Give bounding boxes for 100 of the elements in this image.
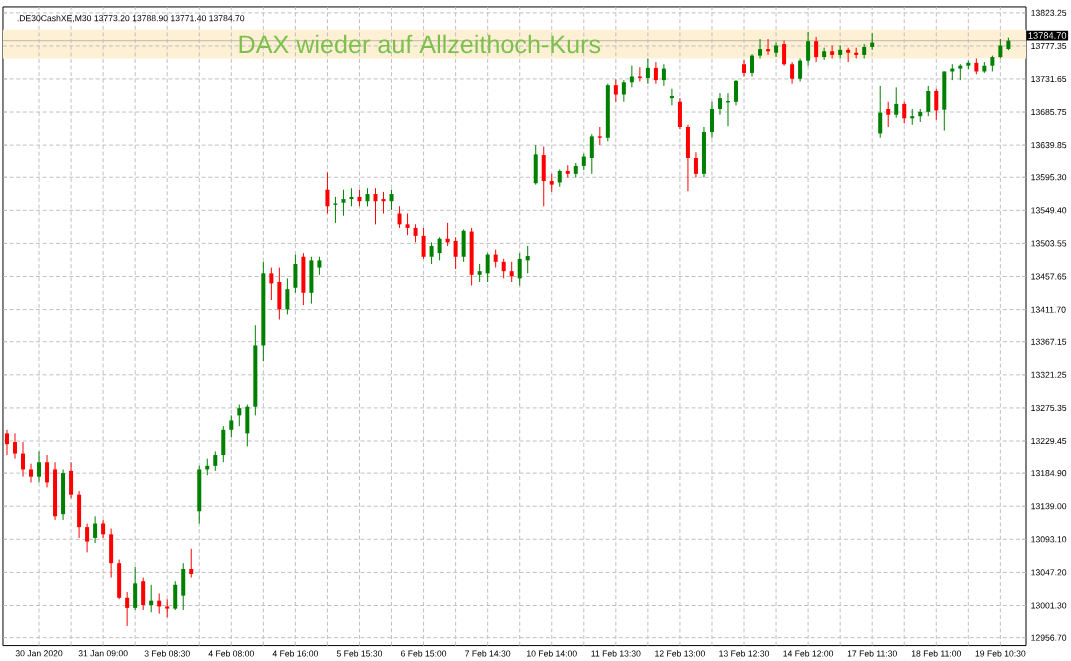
candlestick — [429, 241, 434, 265]
y-tick-label: 13275.35 — [1031, 404, 1067, 411]
y-tick-label: 13001.30 — [1031, 602, 1067, 609]
candlestick — [693, 151, 698, 178]
y-tick-label: 13595.30 — [1031, 174, 1067, 181]
y-tick-label: 13731.65 — [1031, 75, 1067, 82]
candlestick — [405, 213, 410, 236]
candlestick — [653, 61, 658, 85]
candlestick — [998, 38, 1003, 59]
y-tick-label: 13457.65 — [1031, 273, 1067, 280]
x-tick-label: 4 Feb 16:00 — [272, 650, 319, 657]
x-tick-label: 12 Feb 13:00 — [655, 650, 705, 657]
candlestick — [645, 57, 650, 85]
y-tick-label: 13823.25 — [1031, 9, 1067, 16]
y-tick-label: 13503.55 — [1031, 240, 1067, 247]
x-tick-label: 7 Feb 14:30 — [465, 650, 511, 657]
candlestick — [421, 227, 426, 260]
candlestick — [332, 196, 339, 224]
candlestick — [886, 101, 891, 128]
candlestick — [413, 223, 418, 243]
y-tick-label: 13411.70 — [1031, 306, 1066, 313]
candlestick — [125, 591, 130, 627]
candlestick — [589, 133, 594, 175]
candlestick — [165, 598, 170, 618]
candlestick — [926, 85, 931, 117]
x-tick-label: 11 Feb 13:30 — [591, 650, 641, 657]
y-tick-label: 13777.35 — [1031, 42, 1067, 50]
candlestick — [894, 86, 899, 119]
y-tick-label: 12956.70 — [1031, 634, 1067, 641]
candlestick — [806, 31, 811, 67]
text: DAX wieder auf Allzeithoch-Kurs — [239, 34, 601, 54]
candlestick — [373, 187, 378, 225]
candlestick — [93, 515, 98, 544]
x-tick-label: 31 Jan 09:00 — [78, 650, 128, 657]
candlestick — [742, 59, 747, 78]
candlestick — [213, 450, 218, 472]
x-tick-label: 19 Feb 10:30 — [975, 650, 1026, 657]
y-tick-label: 13093.10 — [1031, 536, 1067, 543]
y-tick-label: 13639.85 — [1031, 142, 1067, 149]
candlestick — [902, 101, 907, 124]
candlestick — [661, 63, 666, 87]
y-tick-label: 13229.45 — [1031, 437, 1067, 445]
candlestick — [597, 126, 602, 146]
candlestick — [549, 173, 554, 193]
candlestick — [878, 85, 883, 139]
y-tick-label: 13685.75 — [1031, 108, 1067, 116]
candlestick — [934, 88, 939, 121]
ref-line-label: 13784.70 — [1028, 32, 1067, 39]
candlestick — [189, 548, 194, 579]
annotation: .DE30CashXE,M30 13773.20 13788.90 13771.40 13784.70 — [17, 14, 245, 23]
x-tick-label: 4 Feb 08:00 — [208, 650, 254, 657]
candlestick — [29, 463, 34, 483]
x-tick-label: 30 Jan 2020 — [15, 650, 63, 657]
candlestick — [341, 189, 346, 217]
x-tick-label: 6 Feb 15:00 — [401, 650, 447, 657]
candlestick — [325, 171, 330, 214]
candlestick — [229, 414, 234, 438]
candlestick — [493, 249, 498, 269]
candlestick — [798, 57, 803, 83]
candlestick — [758, 38, 763, 59]
x-tick-label: 5 Feb 15:30 — [336, 650, 383, 657]
candlestick — [717, 92, 722, 116]
candlestick — [437, 236, 442, 261]
candlestick — [45, 454, 50, 488]
candlestick — [838, 45, 843, 59]
x-tick-label: 14 Feb 12:00 — [783, 650, 834, 657]
candlestick — [750, 53, 755, 78]
candlestick — [485, 252, 490, 283]
candlestick — [285, 277, 290, 315]
candlestick — [782, 39, 787, 67]
candlestick — [269, 267, 274, 301]
candlestick — [621, 79, 626, 103]
x-tick-label: 18 Feb 11:00 — [911, 650, 961, 657]
candlestick — [85, 523, 90, 553]
candlestick — [69, 461, 74, 499]
candlestick — [517, 252, 522, 287]
candlestick — [790, 61, 795, 85]
candlestick — [509, 261, 514, 283]
candlestick — [13, 432, 17, 460]
candlestick — [101, 519, 106, 539]
candlestick — [389, 189, 394, 211]
x-tick-label: 13 Feb 12:30 — [719, 650, 770, 657]
y-tick-label: 13321.25 — [1031, 371, 1067, 378]
candlestick — [4, 429, 9, 456]
candlestick — [317, 256, 322, 276]
candlestick — [149, 584, 154, 613]
candlestick — [814, 36, 819, 63]
candlestick — [822, 47, 827, 61]
candlestick — [21, 441, 26, 478]
candlestick — [173, 580, 178, 611]
x-tick-label: 10 Feb 14:00 — [527, 650, 577, 657]
y-tick-label: 13367.15 — [1031, 338, 1067, 345]
candlestick — [734, 79, 739, 106]
candlestick — [709, 101, 714, 139]
candlestick — [477, 263, 482, 283]
candlestick — [293, 254, 298, 294]
candlestick — [525, 245, 530, 274]
candlestick — [237, 404, 242, 427]
candlestick — [453, 236, 458, 270]
x-tick-label: 17 Feb 11:30 — [847, 650, 897, 657]
